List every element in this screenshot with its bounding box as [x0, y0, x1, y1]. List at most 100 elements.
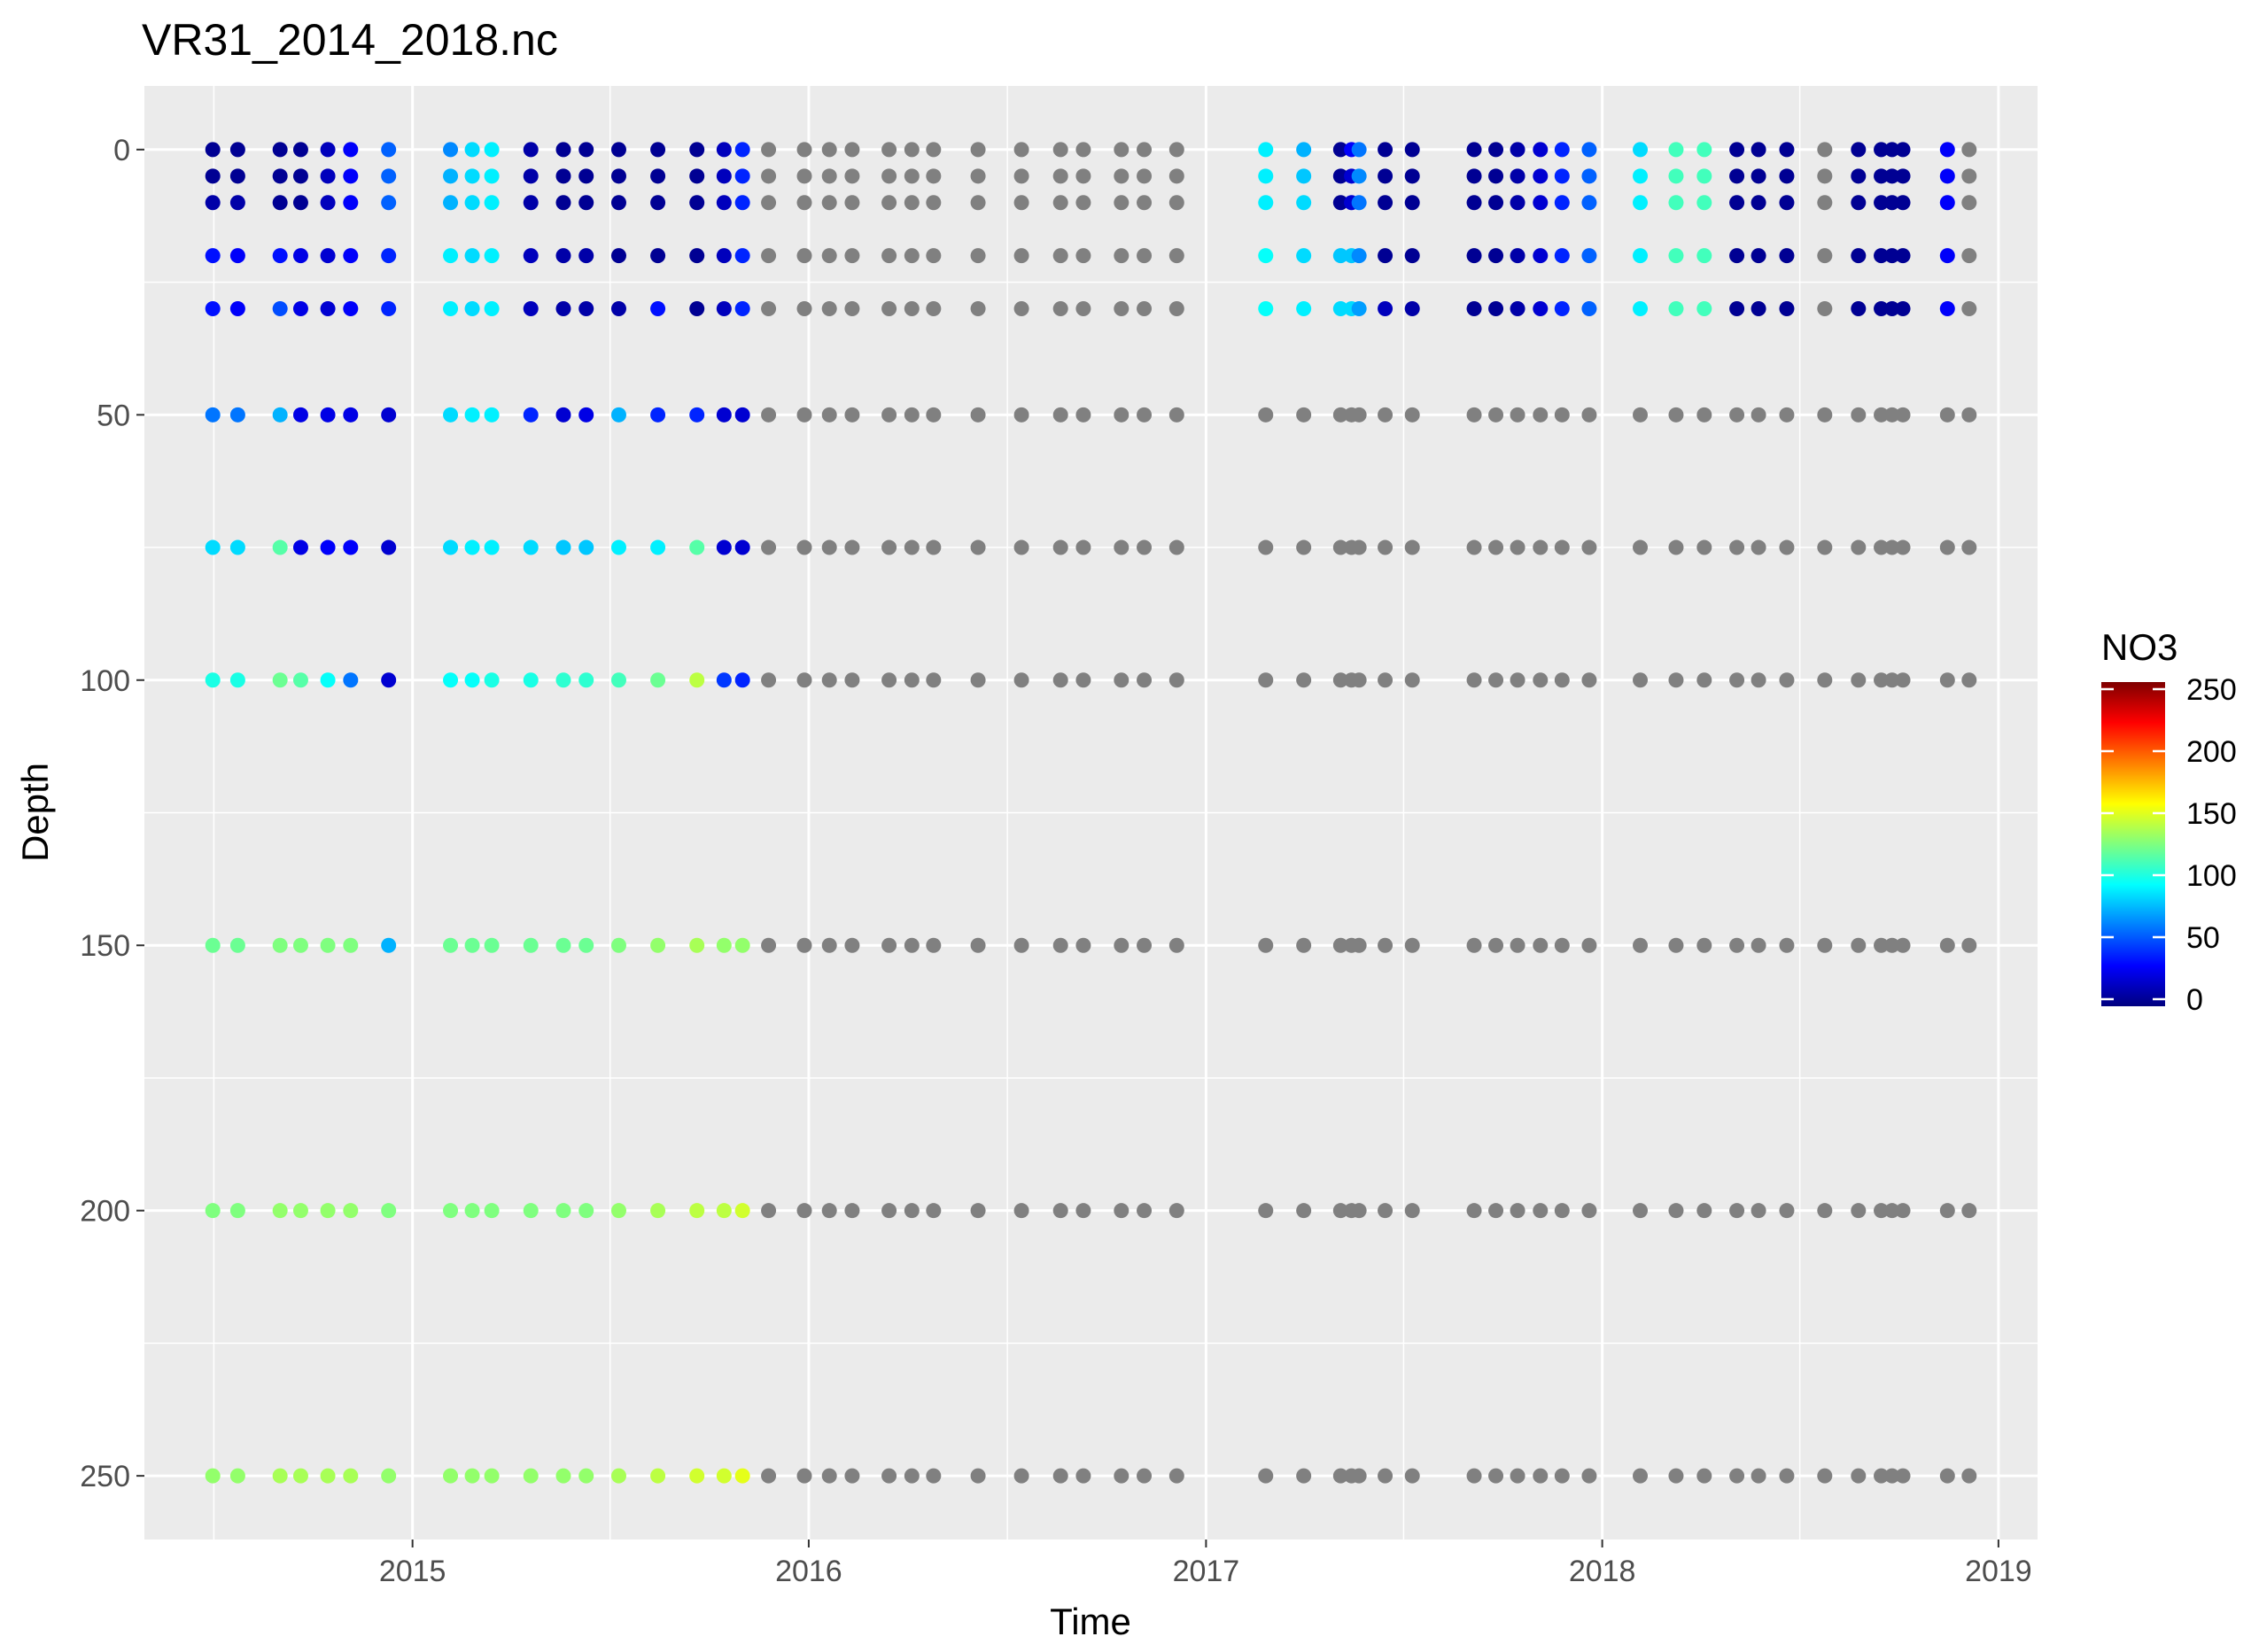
data-point [1168, 142, 1184, 158]
plot-area: 2015 2016 2017 2018 2019 0 50 100 150 200 250 [80, 86, 2038, 1588]
data-point [689, 168, 705, 184]
data-point [1668, 142, 1684, 158]
data-point [1137, 539, 1153, 555]
data-point [1633, 937, 1649, 953]
data-point [1961, 195, 1977, 211]
data-point [1114, 672, 1130, 688]
data-point [1729, 142, 1745, 158]
data-point [1466, 1468, 1482, 1484]
data-point [926, 539, 942, 555]
data-point [1137, 937, 1153, 953]
data-point [1168, 168, 1184, 184]
data-point [970, 195, 986, 211]
data-point [1851, 168, 1867, 184]
data-point [1466, 937, 1482, 953]
data-point [343, 539, 359, 555]
data-point [761, 1468, 777, 1484]
data-point [1633, 248, 1649, 264]
data-point [926, 672, 942, 688]
data-point [926, 195, 942, 211]
data-point [610, 195, 626, 211]
data-point [904, 1203, 920, 1219]
data-point [272, 1203, 288, 1219]
data-point [1884, 301, 1900, 317]
data-point [1668, 248, 1684, 264]
data-point [343, 195, 359, 211]
data-point [1378, 1468, 1393, 1484]
data-point [1296, 937, 1312, 953]
data-point [1075, 248, 1091, 264]
data-point [844, 672, 860, 688]
data-point [484, 539, 500, 555]
data-point [1488, 407, 1504, 423]
data-point [1817, 142, 1833, 158]
data-point [1554, 195, 1570, 211]
data-point [320, 1468, 336, 1484]
data-point [523, 248, 539, 264]
data-point [1052, 142, 1068, 158]
data-point [464, 142, 480, 158]
data-point [272, 1468, 288, 1484]
data-point [1751, 1203, 1766, 1219]
x-tick-label: 2016 [775, 1555, 842, 1588]
data-point [1488, 168, 1504, 184]
data-point [205, 301, 221, 317]
data-point [1581, 407, 1597, 423]
data-point [881, 248, 897, 264]
data-point [1258, 672, 1274, 688]
data-point [1013, 539, 1029, 555]
data-point [926, 248, 942, 264]
data-point [1779, 1468, 1795, 1484]
data-point [1075, 142, 1091, 158]
data-point [1488, 1203, 1504, 1219]
data-point [689, 937, 705, 953]
data-point [1554, 301, 1570, 317]
data-point [904, 937, 920, 953]
data-point [1779, 672, 1795, 688]
data-point [610, 539, 626, 555]
data-point [1884, 195, 1900, 211]
data-point [1939, 301, 1955, 317]
data-point [205, 539, 221, 555]
data-point [796, 1468, 812, 1484]
data-point [320, 672, 336, 688]
data-point [381, 301, 397, 317]
data-point [343, 937, 359, 953]
data-point [1696, 248, 1712, 264]
data-point [343, 142, 359, 158]
data-point [1114, 539, 1130, 555]
data-point [1510, 937, 1525, 953]
data-point [1874, 672, 1890, 688]
data-point [205, 1203, 221, 1219]
data-point [1895, 301, 1911, 317]
data-point [578, 539, 594, 555]
data-point [1488, 672, 1504, 688]
data-point [1779, 301, 1795, 317]
colorbar-legend: 0 50 100 150 200 250 [2101, 673, 2237, 1017]
data-point [1633, 1203, 1649, 1219]
data-point [1332, 539, 1348, 555]
data-point [904, 672, 920, 688]
data-point [205, 248, 221, 264]
data-point [716, 301, 732, 317]
data-point [1533, 195, 1549, 211]
data-point [761, 301, 777, 317]
data-point [650, 142, 666, 158]
data-point [689, 195, 705, 211]
data-point [229, 168, 245, 184]
data-point [844, 407, 860, 423]
data-point [443, 407, 459, 423]
data-point [1533, 1203, 1549, 1219]
data-point [464, 1468, 480, 1484]
data-point [881, 937, 897, 953]
data-point [821, 672, 837, 688]
data-point [464, 195, 480, 211]
data-point [1817, 672, 1833, 688]
data-point [484, 1203, 500, 1219]
data-point [1668, 1468, 1684, 1484]
data-point [1378, 168, 1393, 184]
data-point [1510, 248, 1525, 264]
data-point [523, 142, 539, 158]
data-point [1939, 937, 1955, 953]
data-point [1075, 1468, 1091, 1484]
